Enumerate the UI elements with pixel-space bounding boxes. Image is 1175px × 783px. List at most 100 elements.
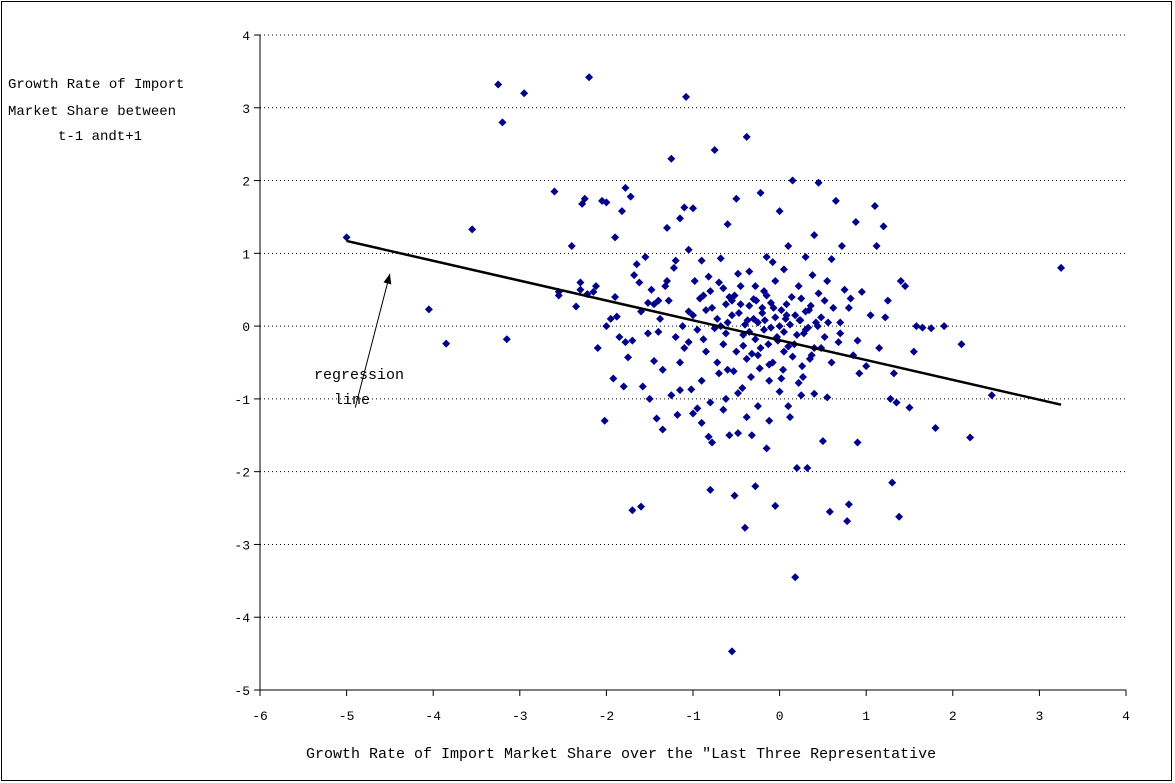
data-point <box>909 347 918 356</box>
data-point <box>656 314 665 323</box>
data-point <box>628 506 637 515</box>
data-point <box>760 325 769 334</box>
data-point <box>743 316 752 325</box>
x-tick-label: -1 <box>685 709 701 724</box>
data-point <box>732 347 741 356</box>
data-point <box>612 312 621 321</box>
data-point <box>771 501 780 510</box>
data-point <box>630 271 639 280</box>
data-point <box>697 376 706 385</box>
data-point <box>745 267 754 276</box>
data-point <box>663 276 672 285</box>
data-point <box>1057 263 1066 272</box>
data-point <box>643 329 652 338</box>
regression-line <box>346 239 1062 406</box>
data-point <box>689 409 697 418</box>
data-point <box>699 335 708 344</box>
data-point <box>792 464 801 473</box>
data-point <box>652 414 661 423</box>
data-point <box>658 425 667 434</box>
data-point <box>768 258 777 267</box>
data-point <box>837 242 846 251</box>
annotation-arrow-head <box>383 273 392 285</box>
data-point <box>671 333 680 342</box>
data-point <box>892 398 901 407</box>
data-point <box>791 573 800 582</box>
data-point <box>676 358 685 367</box>
data-point <box>442 339 451 348</box>
data-point <box>641 252 650 261</box>
data-point <box>342 233 351 242</box>
data-point <box>602 198 611 207</box>
axes <box>254 34 1127 696</box>
annotation-group: regression line <box>314 273 404 409</box>
data-point <box>784 242 793 251</box>
data-point <box>624 353 633 362</box>
data-point <box>777 374 786 383</box>
data-point <box>667 154 676 163</box>
data-point <box>723 220 732 229</box>
data-point <box>784 402 793 411</box>
data-point <box>498 118 507 127</box>
data-point <box>792 330 801 339</box>
data-point <box>755 364 764 373</box>
data-point <box>820 296 829 305</box>
data-point <box>881 313 890 322</box>
data-point <box>857 287 866 296</box>
data-point <box>719 284 728 293</box>
data-point <box>771 313 780 322</box>
data-point <box>589 287 598 296</box>
data-point <box>602 322 611 331</box>
data-point <box>851 218 860 227</box>
data-point <box>632 260 641 269</box>
data-point <box>825 507 834 516</box>
data-point <box>606 314 615 323</box>
data-point <box>693 325 702 334</box>
data-point <box>721 394 730 403</box>
y-tick-label: 1 <box>242 247 250 262</box>
data-point <box>901 282 910 291</box>
data-point <box>808 271 817 280</box>
data-point <box>654 296 663 305</box>
data-point <box>805 306 814 315</box>
data-point <box>779 365 788 374</box>
data-point <box>766 323 775 332</box>
data-point <box>987 391 996 400</box>
data-point <box>550 187 559 196</box>
data-point <box>734 309 743 318</box>
data-point <box>593 343 602 352</box>
data-point <box>713 358 722 367</box>
data-point <box>760 316 769 325</box>
data-point <box>814 178 823 187</box>
data-point <box>663 223 672 232</box>
y-tick-label: -2 <box>234 466 250 481</box>
y-tick-label: -4 <box>234 611 250 626</box>
data-point <box>740 523 749 532</box>
x-tick-label: -4 <box>425 709 441 724</box>
data-point <box>797 294 806 303</box>
data-point <box>781 314 790 323</box>
gridlines <box>260 34 1126 618</box>
data-point <box>706 287 715 296</box>
data-point <box>753 351 762 360</box>
x-tick-label: 4 <box>1122 709 1130 724</box>
x-tick-label: -6 <box>252 709 268 724</box>
data-point <box>889 369 898 378</box>
data-point <box>742 132 751 141</box>
y-tick-label: -1 <box>234 393 250 408</box>
data-point <box>572 302 581 311</box>
data-point <box>638 382 647 391</box>
data-point <box>794 378 803 387</box>
data-point <box>753 402 762 411</box>
data-point <box>843 517 852 526</box>
data-point <box>704 272 713 281</box>
data-point <box>853 438 862 447</box>
data-point <box>645 394 654 403</box>
data-point <box>846 294 855 303</box>
data-point <box>762 444 771 453</box>
data-point <box>768 358 777 367</box>
x-tick-label: 0 <box>776 709 784 724</box>
data-point <box>803 464 812 473</box>
x-tick-label: -5 <box>339 709 355 724</box>
